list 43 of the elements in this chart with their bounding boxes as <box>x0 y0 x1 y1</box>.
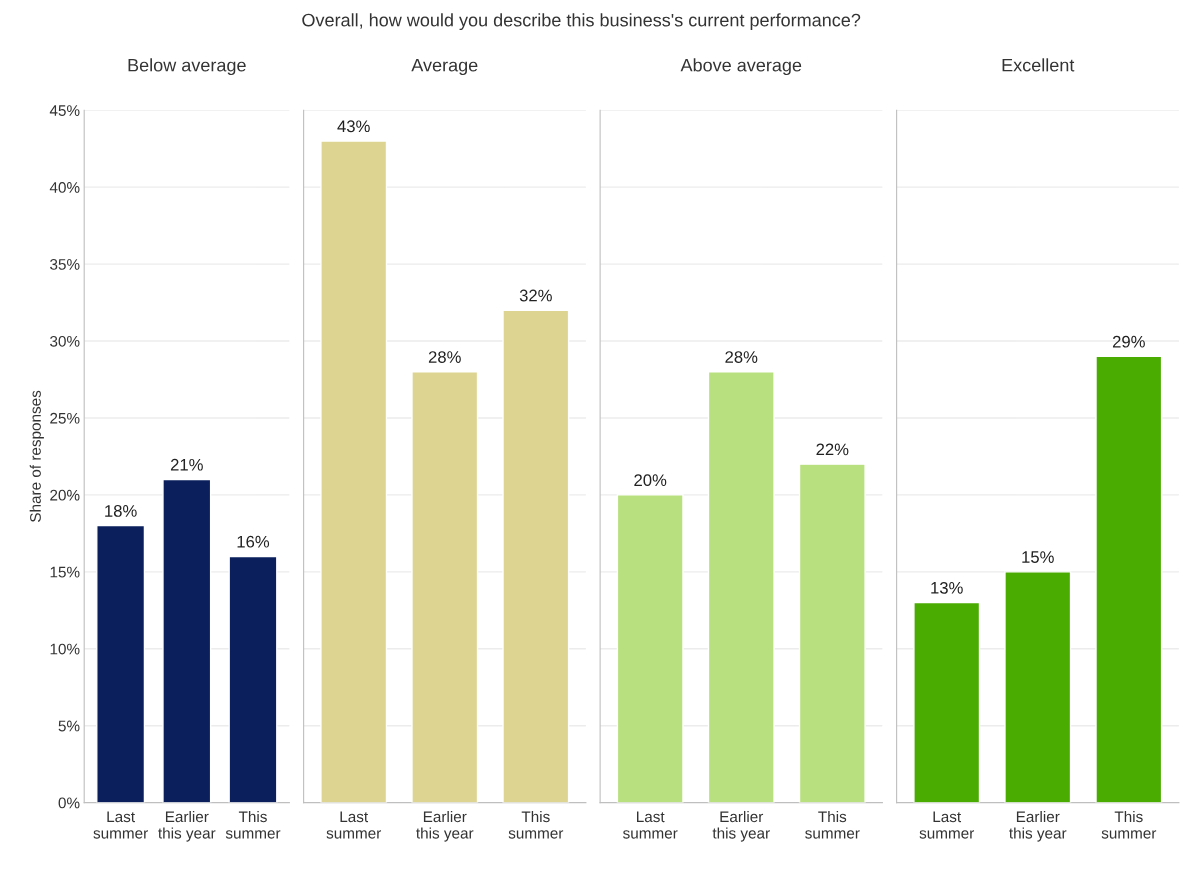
bar <box>96 524 146 803</box>
data-label: 18% <box>105 505 137 517</box>
y-tick-label: 40% <box>49 182 80 193</box>
x-tick-label: Last summer <box>93 811 148 839</box>
bar <box>162 478 212 803</box>
chart-title: Overall, how would you describe this business's current performance? <box>302 13 861 31</box>
x-tick-label: Earlier this year <box>1009 810 1067 842</box>
y-tick-label: 45% <box>49 105 80 116</box>
y-tick-label: 25% <box>50 412 80 424</box>
chart-subtitle: Above average <box>680 58 802 76</box>
x-tick-label: This summer <box>1101 810 1157 839</box>
y-axis-title: Share of responses <box>29 390 44 522</box>
data-label: 29% <box>1112 335 1145 348</box>
x-tick-label: Last summer <box>919 811 975 839</box>
x-tick-label: Earlier this year <box>712 810 770 842</box>
x-tick-label: Earlier this year <box>416 810 474 842</box>
y-tick-label: 15% <box>50 566 80 578</box>
chart-subtitle: Excellent <box>1002 58 1075 72</box>
x-tick-label: Earlier this year <box>158 810 216 842</box>
x-tick-label: Last summer <box>326 811 382 839</box>
data-label: 43% <box>337 120 370 133</box>
data-label: 13% <box>931 581 963 594</box>
y-tick-label: 35% <box>50 258 80 270</box>
y-tick-label: 20% <box>50 489 80 501</box>
y-tick-label: 30% <box>50 335 80 347</box>
x-tick-label: This summer <box>225 810 281 839</box>
data-label: 20% <box>634 474 667 487</box>
x-tick-label: This summer <box>508 810 564 839</box>
y-tick-label: 10% <box>50 643 80 655</box>
y-tick-label: 0% <box>58 797 80 809</box>
data-label: 28% <box>428 351 461 363</box>
chart-subtitle: Below average <box>128 58 246 76</box>
x-tick-label: Last summer <box>623 811 678 839</box>
y-tick-label: 5% <box>58 720 80 732</box>
data-label: 28% <box>725 351 758 363</box>
data-label: 15% <box>1022 551 1054 563</box>
data-label: 16% <box>237 535 270 548</box>
data-label: 32% <box>519 289 552 302</box>
data-label: 22% <box>816 443 849 456</box>
x-tick-label: This summer <box>805 810 860 839</box>
data-label: 21% <box>170 458 203 471</box>
chart-subtitle: Average <box>411 58 478 76</box>
bar <box>228 555 278 803</box>
